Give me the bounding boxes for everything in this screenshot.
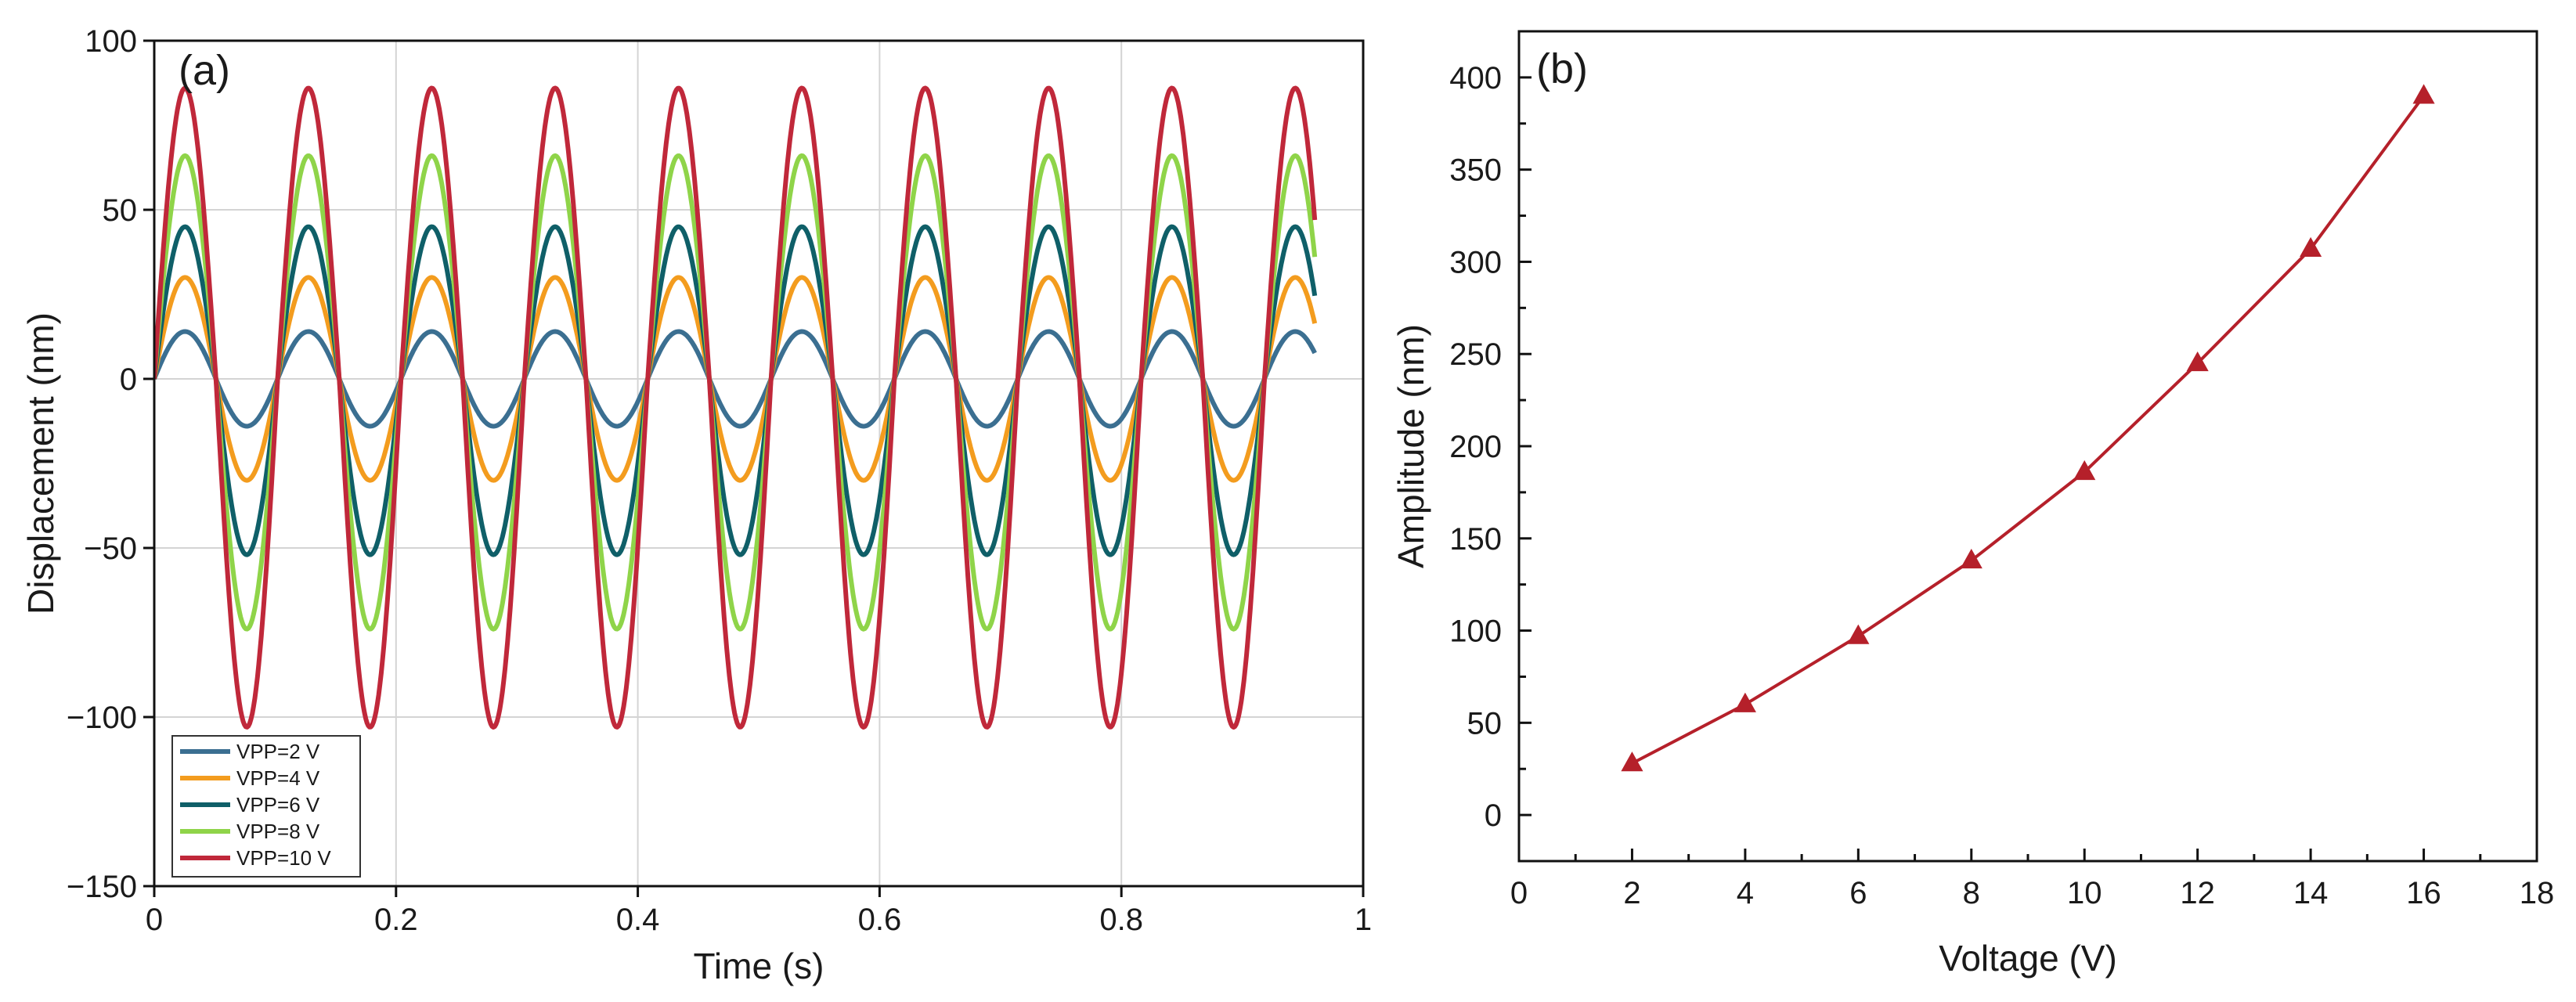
legend-label: VPP=6 V [236, 793, 320, 816]
x-tick-label: 8 [1963, 876, 1980, 910]
series-line-vpp-4-v [154, 275, 1318, 483]
y-tick-label: 300 [1449, 245, 1502, 279]
y-tick-label: 100 [85, 24, 137, 59]
y-axis-title: Displacement (nm) [20, 312, 61, 615]
data-point-triangle [2300, 236, 2322, 258]
y-tick-label: 200 [1449, 430, 1502, 464]
x-tick-label: 0.4 [616, 903, 660, 937]
data-point-triangle [2186, 351, 2209, 372]
y-tick-label: 150 [1449, 522, 1502, 557]
plot-frame-b [1517, 30, 2538, 863]
series-group [154, 85, 1318, 730]
data-point-triangle [1847, 624, 1870, 644]
y-tick-label: 0 [120, 362, 137, 397]
y-tick-label: 350 [1449, 153, 1502, 188]
series-line-vpp-6-v [154, 224, 1318, 557]
data-point-triangle [2073, 460, 2096, 481]
x-tick-label: 0 [146, 903, 163, 937]
legend-label: VPP=4 V [236, 766, 320, 790]
y-axis-title: Amplitude (nm) [1391, 324, 1431, 568]
y-tick-label: 0 [1485, 798, 1502, 833]
x-tick-label: 14 [2293, 876, 2329, 910]
x-tick-label: 18 [2520, 876, 2555, 910]
y-tick-label: 50 [103, 193, 138, 228]
panel-label-b: (b) [1536, 45, 1588, 92]
x-axis-title: Time (s) [694, 946, 824, 986]
y-tick-label: −100 [67, 701, 137, 735]
x-tick-label: 2 [1623, 876, 1640, 910]
x-tick-label: 0.6 [858, 903, 902, 937]
y-tick-label: 100 [1449, 615, 1502, 649]
data-point-triangle [1734, 692, 1756, 712]
x-tick-label: 0 [1510, 876, 1528, 910]
x-tick-label: 12 [2180, 876, 2215, 910]
y-tick-label: −150 [67, 870, 137, 904]
y-tick-label: −50 [84, 532, 137, 566]
x-tick-label: 6 [1849, 876, 1867, 910]
y-tick-label: 400 [1449, 61, 1502, 96]
panel-b: 0 2 4 6 8 10 12 14 16 18 0 50 100 150 200 250 300 350 400 V… [1391, 30, 2555, 979]
series-line-vpp-8-v [154, 153, 1318, 632]
series-line-vpp-10-v [154, 85, 1318, 730]
data-point-triangle [2412, 84, 2435, 104]
x-tick-label: 1 [1355, 903, 1372, 937]
panel-label-a: (a) [179, 47, 230, 94]
x-tick-label: 0.8 [1099, 903, 1143, 937]
series-line-vpp-2-v [154, 329, 1317, 429]
x-axis-title: Voltage (V) [1939, 938, 2117, 979]
x-tick-label: 4 [1737, 876, 1754, 910]
legend-label: VPP=2 V [236, 740, 320, 763]
y-tick-label: 50 [1467, 706, 1503, 741]
legend-label: VPP=8 V [236, 820, 320, 843]
x-tick-label: 16 [2406, 876, 2441, 910]
legend-label: VPP=10 V [236, 846, 331, 870]
x-tick-label: 0.2 [374, 903, 418, 937]
legend: VPP=2 V VPP=4 V VPP=6 V VPP=8 V VPP=10 V [171, 735, 361, 878]
data-point-triangle [1960, 548, 1983, 569]
panel-a: 0 0.2 0.4 0.6 0.8 1 −150 −100 −50 0 50 100 Time (s) D… [20, 24, 1372, 986]
plot-frame-a [153, 39, 1365, 888]
x-tick-label: 10 [2067, 876, 2102, 910]
y-tick-label: 250 [1449, 337, 1502, 372]
data-point-triangle [1621, 752, 1643, 772]
amplitude-line [1631, 95, 2426, 765]
